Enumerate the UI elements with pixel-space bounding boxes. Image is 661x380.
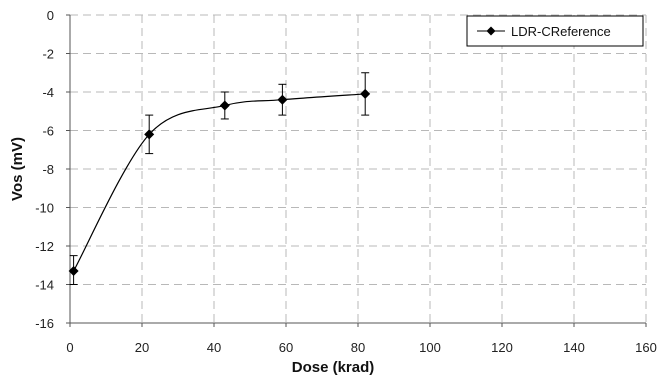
data-point [360, 88, 371, 99]
x-tick-label: 60 [279, 340, 293, 355]
y-tick-label: -16 [35, 316, 54, 331]
legend: LDR-CReference [466, 15, 644, 47]
x-tick-label: 40 [207, 340, 221, 355]
y-tick-label: -10 [35, 201, 54, 216]
x-tick-label: 120 [491, 340, 513, 355]
y-tick-label: -2 [42, 47, 54, 62]
series-line [73, 93, 366, 272]
x-tick-label: 0 [66, 340, 73, 355]
legend-marker-icon [486, 26, 496, 36]
x-tick-label: 100 [419, 340, 441, 355]
tick-labels: 0 -2 -4 -6 -8 -10 -12 -14 -16 0 20 40 60 80 100 120 140 1… [35, 8, 657, 355]
x-tick-label: 20 [135, 340, 149, 355]
data-point [68, 266, 79, 277]
y-tick-label: -8 [42, 162, 54, 177]
x-tick-label: 140 [563, 340, 585, 355]
y-tick-label: -14 [35, 278, 54, 293]
y-tick-label: -12 [35, 239, 54, 254]
legend-label: LDR-CReference [511, 24, 611, 39]
series-layer [68, 88, 371, 277]
x-tick-label: 80 [351, 340, 365, 355]
y-tick-label: -4 [42, 85, 54, 100]
axes [66, 14, 647, 327]
y-axis-title: Vos (mV) [9, 137, 26, 201]
error-bars [69, 72, 370, 285]
grid [70, 14, 647, 324]
data-point [277, 94, 288, 105]
x-tick-label: 160 [635, 340, 657, 355]
y-tick-label: 0 [47, 8, 54, 23]
x-axis-title: Dose (krad) [292, 359, 375, 376]
y-tick-label: -6 [42, 124, 54, 139]
data-point [144, 129, 155, 140]
data-point [219, 100, 230, 111]
